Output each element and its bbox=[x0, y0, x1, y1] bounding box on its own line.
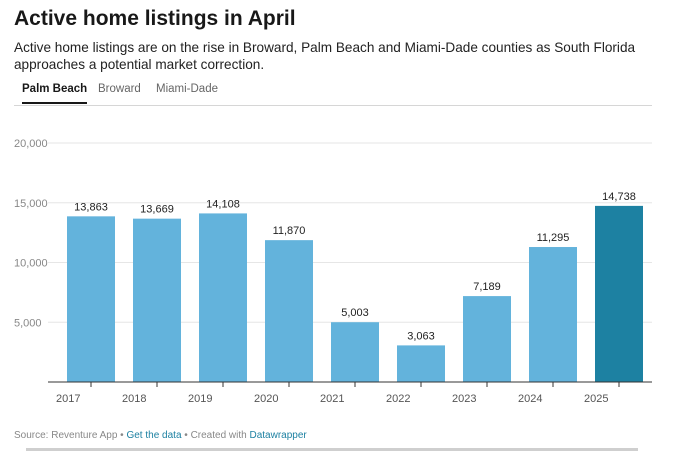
bar bbox=[397, 345, 445, 382]
data-label: 11,870 bbox=[273, 225, 306, 237]
x-tick-label: 2020 bbox=[254, 393, 278, 405]
data-label: 14,738 bbox=[602, 191, 636, 203]
y-tick-label: 5,000 bbox=[14, 317, 42, 329]
bar bbox=[265, 240, 313, 382]
get-data-link[interactable]: Get the data bbox=[126, 430, 182, 441]
y-tick-label: 10,000 bbox=[14, 258, 48, 270]
x-tick-label: 2021 bbox=[320, 393, 344, 405]
horizontal-scrollbar[interactable] bbox=[26, 448, 638, 451]
data-label: 14,108 bbox=[206, 198, 240, 210]
source-text: Source: Reventure App bbox=[14, 430, 118, 441]
chart-subtitle: Active home listings are on the rise in … bbox=[14, 40, 636, 72]
separator: • bbox=[117, 430, 127, 441]
data-label: 7,189 bbox=[473, 281, 501, 293]
x-tick-label: 2023 bbox=[452, 393, 476, 405]
data-label: 3,063 bbox=[407, 330, 435, 342]
y-tick-label: 15,000 bbox=[14, 198, 48, 210]
bar bbox=[529, 247, 577, 382]
x-tick-label: 2018 bbox=[122, 393, 146, 405]
bar bbox=[595, 205, 643, 382]
x-tick-label: 2024 bbox=[518, 393, 542, 405]
bar-chart: 5,000 10,000 15,000 20,000 13,863 2017 13,669 2… bbox=[14, 138, 652, 405]
data-label: 5,003 bbox=[341, 307, 369, 319]
bar bbox=[463, 296, 511, 382]
datawrapper-link[interactable]: Datawrapper bbox=[249, 430, 307, 441]
tab-palm-beach[interactable]: Palm Beach bbox=[22, 83, 88, 104]
tab-miami-dade[interactable]: Miami-Dade bbox=[156, 83, 218, 95]
data-label: 11,295 bbox=[537, 232, 570, 244]
x-tick-label: 2025 bbox=[584, 393, 608, 405]
created-with-text: • Created with bbox=[181, 430, 250, 441]
y-tick-label: 20,000 bbox=[14, 138, 48, 150]
bar bbox=[133, 218, 181, 382]
bar bbox=[67, 216, 115, 382]
footer: Source: Reventure App • Get the data • C… bbox=[14, 430, 307, 441]
data-label: 13,863 bbox=[74, 201, 108, 213]
x-tick-label: 2017 bbox=[56, 393, 80, 405]
data-label: 13,669 bbox=[140, 204, 174, 216]
tab-broward[interactable]: Broward bbox=[98, 83, 141, 95]
bar bbox=[199, 213, 247, 382]
county-tabs: Palm Beach Broward Miami-Dade bbox=[14, 77, 652, 106]
chart-title: Active home listings in April bbox=[14, 7, 296, 30]
bar bbox=[331, 322, 379, 382]
x-tick-label: 2022 bbox=[386, 393, 410, 405]
x-tick-label: 2019 bbox=[188, 393, 212, 405]
